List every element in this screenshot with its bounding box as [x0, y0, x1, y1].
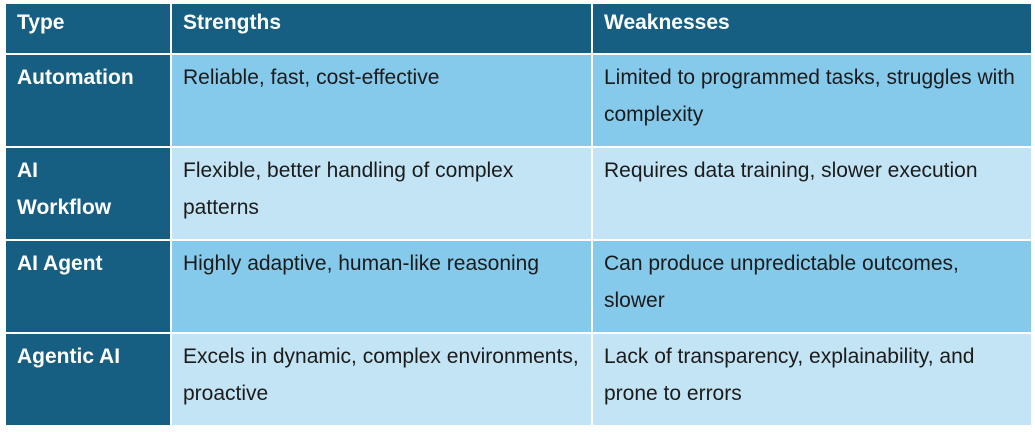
type-cell: Automation: [4, 53, 172, 148]
type-cell: AI Agent: [4, 239, 172, 334]
header-cell: Weaknesses: [591, 2, 1033, 55]
text-cell: Can produce unpredictable outcomes, slow…: [591, 239, 1033, 334]
text-cell: Limited to programmed tasks, struggles w…: [591, 53, 1033, 148]
table-body: Automation Reliable, fast, cost-effective…: [4, 53, 1033, 427]
text-cell: Excels in dynamic, complex environments,…: [170, 332, 593, 427]
header-row: Type Strengths Weaknesses: [4, 2, 1033, 55]
text-cell: Requires data training, slower execution: [591, 146, 1033, 241]
table-row: AI Agent Highly adaptive, human-like reas…: [4, 239, 1033, 334]
table-row: Agentic AI Excels in dynamic, complex env…: [4, 332, 1033, 427]
comparison-table: Type Strengths Weaknesses Automation Reliab…: [4, 2, 1033, 427]
text-cell: Lack of transparency, explainability, an…: [591, 332, 1033, 427]
header-cell: Strengths: [170, 2, 593, 55]
table-row: AI Workflow Flexible, better handling of …: [4, 146, 1033, 241]
text-cell: Reliable, fast, cost-effective: [170, 53, 593, 148]
text-cell: Flexible, better handling of complex pat…: [170, 146, 593, 241]
text-cell: Highly adaptive, human-like reasoning: [170, 239, 593, 334]
table-row: Automation Reliable, fast, cost-effective…: [4, 53, 1033, 148]
header-cell: Type: [4, 2, 172, 55]
type-cell: Agentic AI: [4, 332, 172, 427]
type-cell: AI Workflow: [4, 146, 172, 241]
